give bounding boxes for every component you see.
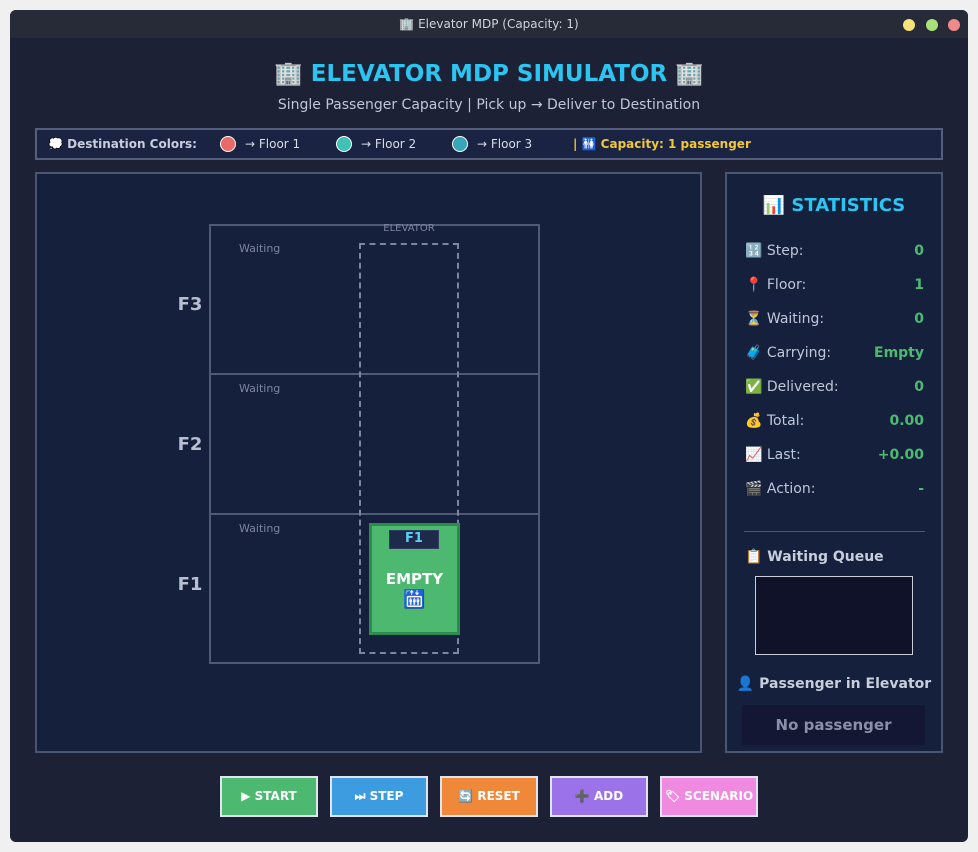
stat-value: 0 <box>914 379 924 395</box>
car-icon: 🛗 <box>403 589 426 610</box>
button[interactable]: ➕ ADD <box>550 776 648 817</box>
stat-value: Empty <box>874 345 924 361</box>
elevator-car <box>369 523 460 635</box>
window-title: 🏢 Elevator MDP (Capacity: 1) <box>399 17 579 31</box>
car-status: EMPTY <box>385 570 444 588</box>
legend-dot <box>220 136 236 152</box>
legend-item: → Floor 3 <box>477 137 533 151</box>
car-floor: F1 <box>405 531 423 546</box>
floor-divider <box>209 513 540 515</box>
legend-bar <box>35 128 943 160</box>
button[interactable]: 🏷 SCENARIO <box>660 776 758 817</box>
elevator-shaft <box>359 243 459 654</box>
stat-label: 💰 Total: <box>745 413 805 429</box>
legend-label: 💭 Destination Colors: <box>48 137 197 151</box>
stat-label: ⏳ Waiting: <box>745 311 825 327</box>
waiting-label: Waiting <box>239 242 281 255</box>
close-button[interactable] <box>903 19 915 31</box>
button[interactable]: ⏭ STEP <box>330 776 428 817</box>
legend-dot <box>336 136 352 152</box>
floor-divider <box>209 373 540 375</box>
floor-label: F2 <box>177 434 203 455</box>
passenger-title: 👤 Passenger in Elevator <box>736 676 932 692</box>
title-bar <box>10 10 968 38</box>
floor-label: F3 <box>177 294 203 315</box>
building-grid <box>209 224 540 664</box>
stat-label: 📈 Last: <box>745 447 801 463</box>
queue-title: 📋 Waiting Queue <box>745 549 884 565</box>
stat-label: ✅ Delivered: <box>745 379 839 395</box>
legend-dot <box>452 136 468 152</box>
stat-value: +0.00 <box>877 447 924 463</box>
floor-label: F1 <box>177 574 203 595</box>
passenger-value: No passenger <box>775 716 892 734</box>
stat-value: 1 <box>914 277 924 293</box>
minimize-button[interactable] <box>926 19 938 31</box>
stat-value: 0 <box>914 311 924 327</box>
button[interactable]: ▶ START <box>220 776 318 817</box>
legend-item: → Floor 2 <box>361 137 417 151</box>
waiting-label: Waiting <box>239 382 281 395</box>
stats-title: 📊 STATISTICS <box>762 195 906 216</box>
stat-label: 📍 Floor: <box>745 277 807 293</box>
stat-label: 🧳 Carrying: <box>745 345 832 361</box>
stat-value: 0.00 <box>889 413 924 429</box>
subtitle: Single Passenger Capacity | Pick up → De… <box>277 97 701 113</box>
building-panel <box>35 172 702 753</box>
capacity: | 🚻 Capacity: 1 passenger <box>573 137 751 151</box>
car-floor-box <box>389 530 439 549</box>
divider <box>744 531 925 532</box>
stat-value: - <box>918 481 924 497</box>
stats-panel <box>725 172 943 753</box>
shaft-label: ELEVATOR <box>383 223 435 234</box>
stat-label: 🔢 Step: <box>745 243 804 259</box>
waiting-label: Waiting <box>239 522 281 535</box>
button[interactable]: 🔄 RESET <box>440 776 538 817</box>
app-title: 🏢 ELEVATOR MDP SIMULATOR 🏢 <box>274 61 704 87</box>
maximize-button[interactable] <box>948 19 960 31</box>
legend-item: → Floor 1 <box>245 137 301 151</box>
passenger-box <box>742 705 925 745</box>
queue-box <box>755 576 913 655</box>
stat-label: 🎬 Action: <box>745 481 816 497</box>
stat-value: 0 <box>914 243 924 259</box>
